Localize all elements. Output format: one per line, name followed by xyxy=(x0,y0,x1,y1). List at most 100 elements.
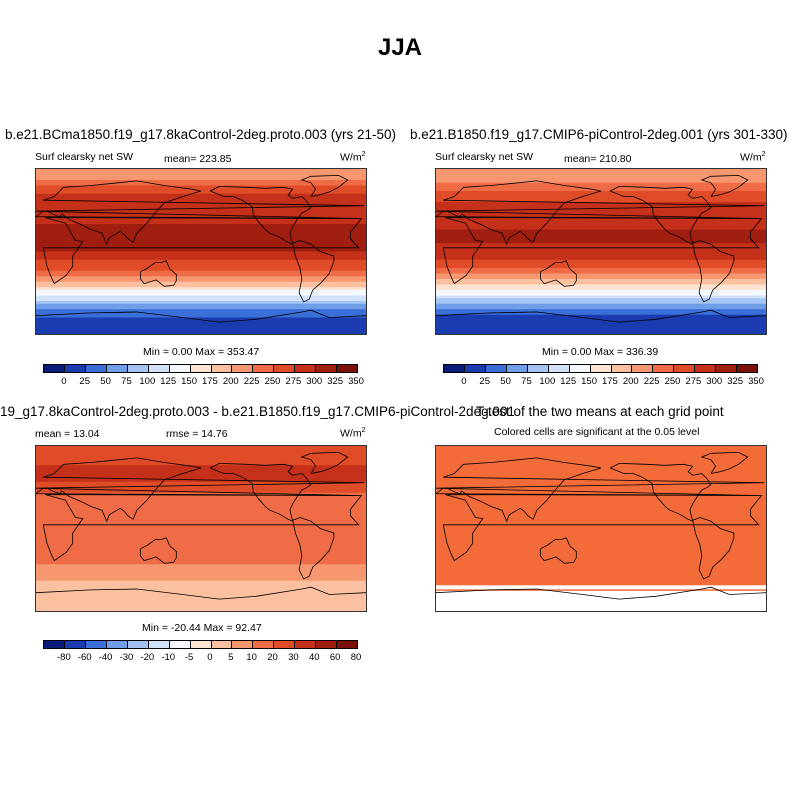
panel-3-colorbar-swatch-8 xyxy=(210,641,232,648)
panel-2-colorbar-swatch-7 xyxy=(589,365,611,372)
panel-1-colorbar-swatch-8 xyxy=(210,365,232,372)
panel-2-greenland-outline xyxy=(700,174,749,197)
panel-1-band--51 xyxy=(36,298,366,302)
panel-2-colorbar-tick-label: 75 xyxy=(521,376,532,387)
panel-1-colorbar-tick-label: 25 xyxy=(79,376,91,387)
panel-2-band--27 xyxy=(436,276,766,280)
panel-1-band-27 xyxy=(36,226,366,230)
panel-3-band--81 xyxy=(36,602,366,606)
panel-2-band--75 xyxy=(436,320,766,324)
panel-2-band-51 xyxy=(436,204,766,208)
panel-4-significant-area xyxy=(436,446,766,591)
panel-3-colorbar-swatch-0 xyxy=(44,641,64,648)
panel-3-colorbar-swatch-14 xyxy=(336,641,358,648)
panel-2-band-12 xyxy=(436,240,766,244)
panel-2-band--12 xyxy=(436,262,766,266)
panel-1-colorbar-swatch-0 xyxy=(44,365,64,372)
panel-1-colorbar-tick-label: 150 xyxy=(181,376,197,387)
panel-3-band--36 xyxy=(36,561,366,565)
panel-3-band--60 xyxy=(36,583,366,587)
panel-1-colorbar-tick-label: 100 xyxy=(139,376,156,387)
panel-2-band-60 xyxy=(436,196,766,200)
panel-3-rmse-label: rmse = 14.76 xyxy=(166,428,228,440)
panel-1-band--21 xyxy=(36,270,366,274)
panel-1-band--84 xyxy=(36,328,366,332)
panel-3-band--15 xyxy=(36,542,366,546)
panel-3-band--27 xyxy=(36,553,366,557)
panel-1-band--72 xyxy=(36,317,366,321)
panel-1-band--66 xyxy=(36,312,366,316)
panel-2-band--3 xyxy=(436,254,766,258)
panel-3-band-24 xyxy=(36,506,366,510)
panel-1-band-0 xyxy=(36,251,366,255)
panel-1-band--27 xyxy=(36,276,366,280)
panel-3-units: W/m2 xyxy=(340,427,366,440)
panel-2-map xyxy=(435,168,767,335)
panel-1-colorbar-tick-label: 325 xyxy=(327,376,344,387)
panel-1-colorbar-swatch-13 xyxy=(315,365,337,372)
panel-2-colorbar-swatch-1 xyxy=(463,365,485,372)
panel-3-band-54 xyxy=(36,479,366,483)
panel-3-colorbar-swatch-3 xyxy=(105,641,127,648)
panel-1-band-24 xyxy=(36,229,366,233)
panel-1-band--69 xyxy=(36,314,366,318)
panel-1-title: b.e21.BCma1850.f19_g17.8kaControl-2deg.p… xyxy=(5,127,396,142)
panel-2-band--30 xyxy=(436,279,766,283)
panel-2-band-33 xyxy=(436,221,766,225)
panel-2-band--84 xyxy=(436,328,766,332)
panel-1-band-90 xyxy=(36,169,366,173)
panel-2-band--42 xyxy=(436,290,766,294)
panel-3-band--78 xyxy=(36,600,366,604)
panel-3-band-48 xyxy=(36,484,366,488)
panel-3-north-america-outline xyxy=(210,462,312,522)
panel-2-band--51 xyxy=(436,298,766,302)
panel-1-units: W/m2 xyxy=(340,151,366,164)
panel-2-band-18 xyxy=(436,235,766,239)
panel-4-greenland-outline xyxy=(700,451,749,474)
panel-2-band--78 xyxy=(436,323,766,327)
panel-2-band-78 xyxy=(436,180,766,184)
panel-1-band--63 xyxy=(36,309,366,313)
panel-1-colorbar-swatch-6 xyxy=(168,365,190,372)
panel-1-colorbar-swatch-5 xyxy=(147,365,169,372)
panel-2-band--66 xyxy=(436,312,766,316)
panel-1-antarctica-outline xyxy=(36,309,366,323)
panel-2-colorbar-swatch-0 xyxy=(444,365,464,372)
panel-1-band-12 xyxy=(36,240,366,244)
panel-2-band-24 xyxy=(436,229,766,233)
panel-2-band--48 xyxy=(436,295,766,299)
panel-1-band--30 xyxy=(36,279,366,283)
panel-3-colorbar-tick-label: -20 xyxy=(140,652,155,663)
panel-4-africa-outline xyxy=(442,494,763,562)
panel-2-band-90 xyxy=(436,169,766,173)
panel-1-band--12 xyxy=(36,262,366,266)
panel-2-colorbar-swatch-6 xyxy=(568,365,590,372)
panel-2-band--87 xyxy=(436,331,766,334)
panel-3-band--75 xyxy=(36,597,366,601)
panel-3-colorbar-tick-label: -40 xyxy=(98,652,113,663)
panel-3-colorbar-tick-label: 20 xyxy=(267,652,278,663)
panel-2-colorbar-ticks: 0 25 50 75 100 125 150 175 200 225 250 275 300 325 350 xyxy=(443,376,764,388)
panel-1-band-48 xyxy=(36,207,366,211)
panel-3-colorbar-swatch-7 xyxy=(189,641,211,648)
panel-3-colorbar-tick-label: 0 xyxy=(207,652,213,663)
panel-2-title: b.e21.B1850.f19_g17.CMIP6-piControl-2deg… xyxy=(410,127,788,142)
panel-3-band-75 xyxy=(36,459,366,463)
panel-3-africa-outline xyxy=(42,494,363,562)
panel-3-band--24 xyxy=(36,550,366,554)
panel-1-band--18 xyxy=(36,268,366,272)
panel-3-band--39 xyxy=(36,564,366,568)
panel-1-variable-label: Surf clearsky net SW xyxy=(35,151,134,163)
panel-3-band-15 xyxy=(36,514,366,518)
panel-2-colorbar-swatch-12 xyxy=(694,365,716,372)
panel-3-band-30 xyxy=(36,501,366,505)
panel-3-colorbar-tick-label: -10 xyxy=(161,652,176,663)
panel-2-eurasia-outline xyxy=(436,180,765,246)
panel-3-colorbar-tick-label: -30 xyxy=(119,652,134,663)
panel-1-band-81 xyxy=(36,177,366,181)
panel-2-band--24 xyxy=(436,273,766,277)
panel-1-south-america-outline xyxy=(292,240,335,303)
panel-2-colorbar-tick-label: 250 xyxy=(664,376,681,387)
panel-2-australia-outline xyxy=(540,260,577,287)
panel-3-colorbar-swatch-9 xyxy=(231,641,253,648)
